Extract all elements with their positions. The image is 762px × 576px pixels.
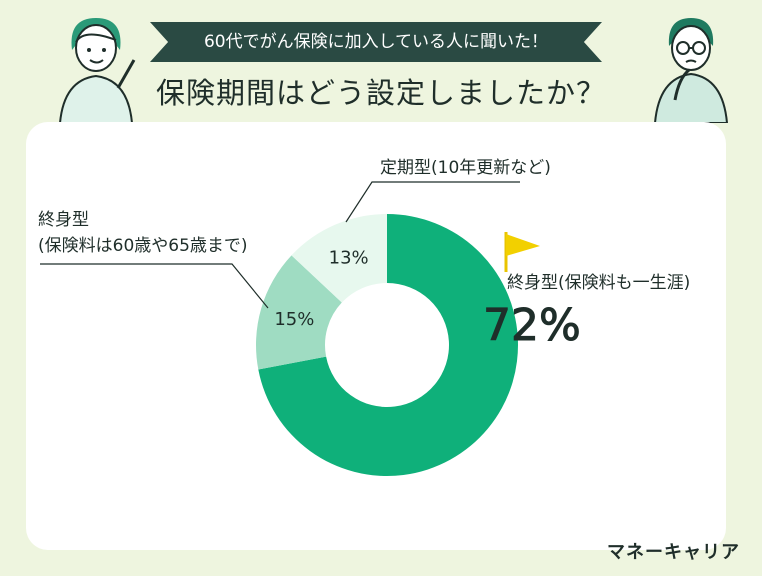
label-lifetime: 終身型(保険料も一生涯) (507, 270, 690, 296)
value-label-slice-term: 13% (329, 247, 369, 268)
value-label-slice-limited: 15% (274, 309, 314, 330)
chart-card (26, 122, 726, 550)
slice-limited (256, 255, 342, 370)
label-term-text: 定期型(10年更新など) (380, 158, 551, 178)
page-title: 保険期間はどう設定しましたか？ (155, 76, 606, 110)
leader-line-term (345, 181, 520, 223)
label-lifetime-text: 終身型(保険料も一生涯) (507, 273, 691, 293)
woman-illustration (58, 18, 136, 123)
lifetime-percentage: 72% (483, 300, 582, 352)
flag-icon (504, 232, 540, 272)
survey-banner: 60代でがん保険に加入している人に聞いた！ (150, 22, 602, 62)
man-illustration (653, 18, 729, 123)
slice-lifetime (258, 214, 518, 476)
slice-term (291, 214, 387, 303)
label-term: 定期型(10年更新など) (380, 155, 551, 181)
leader-line-limited (40, 263, 269, 309)
brand-logo: マネーキャリア (607, 542, 740, 563)
label-limited-line1: 終身型 (38, 210, 89, 230)
label-limited-line2: (保険料は60歳や65歳まで) (38, 236, 248, 256)
label-limited: 終身型 (保険料は60歳や65歳まで) (38, 207, 248, 259)
